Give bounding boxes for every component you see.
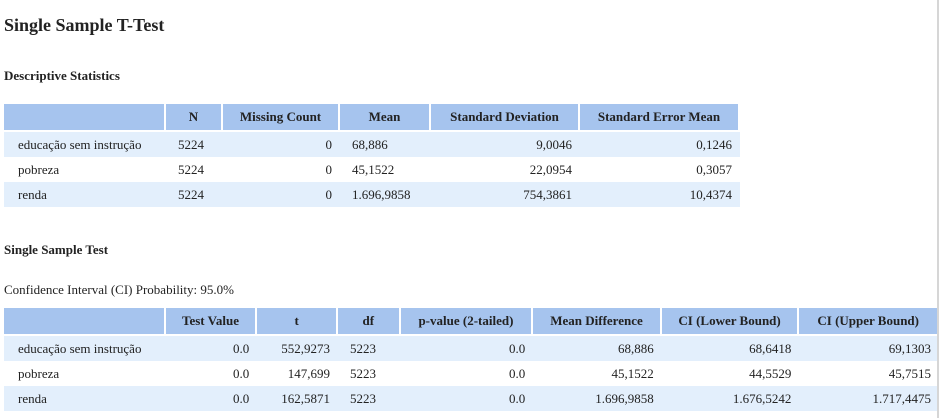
column-header-standard-deviation: Standard Deviation [431,104,580,132]
table-row: educação sem instrução 0.0 552,9273 5223… [4,336,939,361]
row-label: pobreza [4,361,166,386]
cell-n: 5224 [166,132,223,157]
column-header-t: t [257,308,338,336]
vertical-scrollbar[interactable] [937,0,939,418]
cell-mean-difference: 1.696,9858 [533,386,662,411]
descriptive-statistics-heading: Descriptive Statistics [4,68,120,83]
cell-test-value: 0.0 [165,386,258,411]
column-header-df: df [337,308,401,336]
row-label: pobreza [4,157,166,182]
column-header-p-value: p-value (2-tailed) [400,308,534,336]
single-sample-test-heading: Single Sample Test [4,242,109,257]
cell-ci-upper-bound: 69,1303 [799,336,939,361]
table-row: pobreza 0.0 147,699 5223 0.0 45,1522 44,… [4,361,939,386]
cell-t: 162,5871 [257,386,338,411]
column-header-variable [4,308,166,336]
table-row: renda 0.0 162,5871 5223 0.0 1.696,9858 1… [4,386,939,411]
column-header-missing-count: Missing Count [223,104,340,132]
row-label: educação sem instrução [4,336,166,361]
page-title: Single Sample T-Test [4,15,165,35]
cell-standard-error-mean: 10,4374 [580,182,740,207]
cell-p-value: 0.0 [400,361,534,386]
cell-standard-deviation: 754,3861 [431,182,580,207]
cell-t: 147,699 [257,361,338,386]
cell-standard-error-mean: 0,3057 [580,157,740,182]
cell-test-value: 0.0 [165,361,258,386]
cell-df: 5223 [337,361,401,386]
cell-ci-lower-bound: 44,5529 [661,361,800,386]
cell-t: 552,9273 [257,336,338,361]
cell-p-value: 0.0 [400,336,534,361]
table-header-row: N Missing Count Mean Standard Deviation … [4,104,740,132]
column-header-standard-error-mean: Standard Error Mean [580,104,740,132]
cell-mean: 45,1522 [340,157,431,182]
cell-missing-count: 0 [223,132,340,157]
cell-standard-deviation: 22,0954 [431,157,580,182]
column-header-n: N [166,104,223,132]
descriptive-statistics-table: N Missing Count Mean Standard Deviation … [4,104,740,207]
cell-missing-count: 0 [223,157,340,182]
table-header-row: Test Value t df p-value (2-tailed) Mean … [4,308,939,336]
cell-df: 5223 [337,386,401,411]
confidence-interval-note: Confidence Interval (CI) Probability: 95… [4,282,234,297]
cell-standard-error-mean: 0,1246 [580,132,740,157]
cell-ci-lower-bound: 68,6418 [661,336,800,361]
cell-ci-upper-bound: 45,7515 [799,361,939,386]
column-header-mean-difference: Mean Difference [533,308,662,336]
cell-test-value: 0.0 [165,336,258,361]
cell-n: 5224 [166,157,223,182]
cell-mean: 1.696,9858 [340,182,431,207]
table-row: renda 5224 0 1.696,9858 754,3861 10,4374 [4,182,740,207]
row-label: renda [4,386,166,411]
cell-mean-difference: 45,1522 [533,361,662,386]
column-header-ci-lower-bound: CI (Lower Bound) [661,308,800,336]
cell-mean: 68,886 [340,132,431,157]
row-label: renda [4,182,166,207]
single-sample-test-table: Test Value t df p-value (2-tailed) Mean … [4,308,939,411]
table-row: pobreza 5224 0 45,1522 22,0954 0,3057 [4,157,740,182]
row-label: educação sem instrução [4,132,166,157]
column-header-variable [4,104,166,132]
cell-df: 5223 [337,336,401,361]
column-header-ci-upper-bound: CI (Upper Bound) [799,308,939,336]
table-row: educação sem instrução 5224 0 68,886 9,0… [4,132,740,157]
cell-standard-deviation: 9,0046 [431,132,580,157]
cell-ci-lower-bound: 1.676,5242 [661,386,800,411]
cell-ci-upper-bound: 1.717,4475 [799,386,939,411]
cell-p-value: 0.0 [400,386,534,411]
cell-missing-count: 0 [223,182,340,207]
column-header-mean: Mean [340,104,431,132]
cell-n: 5224 [166,182,223,207]
cell-mean-difference: 68,886 [533,336,662,361]
column-header-test-value: Test Value [165,308,258,336]
